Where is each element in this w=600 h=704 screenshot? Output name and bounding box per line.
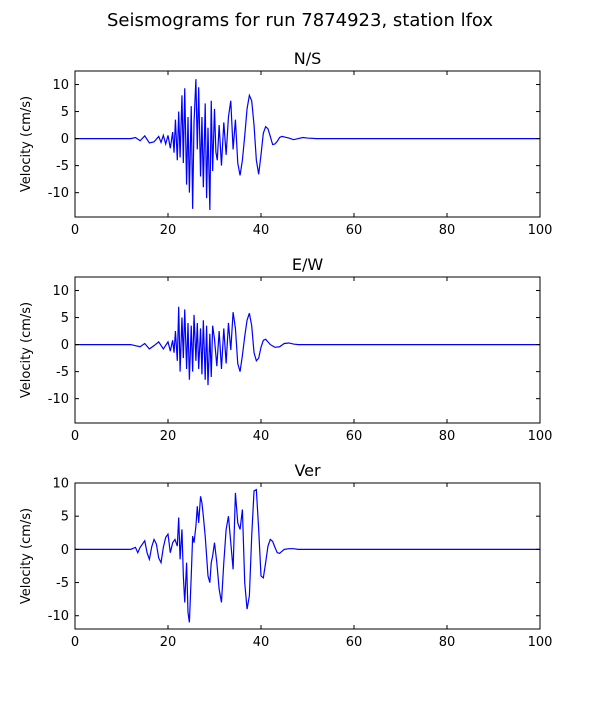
y-tick-label: -5 bbox=[56, 159, 69, 174]
y-tick-label: -10 bbox=[48, 609, 69, 624]
series-line bbox=[75, 488, 540, 623]
y-tick-label: 5 bbox=[61, 311, 69, 326]
x-tick-label: 40 bbox=[253, 429, 270, 444]
x-tick-label: 0 bbox=[71, 429, 79, 444]
x-tick-label: 60 bbox=[346, 223, 363, 238]
y-tick-label: 0 bbox=[61, 132, 69, 147]
y-tick-label: -5 bbox=[56, 576, 69, 591]
plot-frame bbox=[74, 276, 541, 424]
x-tick-label: 20 bbox=[160, 635, 177, 650]
x-tick-label: 20 bbox=[160, 223, 177, 238]
series-line bbox=[75, 79, 540, 210]
x-tick-label: 60 bbox=[346, 635, 363, 650]
subplot-title: Ver bbox=[294, 461, 321, 480]
x-tick-label: 60 bbox=[346, 429, 363, 444]
y-tick-label: 0 bbox=[61, 543, 69, 558]
subplot-2: 0 20 40 60 80 100 -10 -5 0 5 10 E/W Velocity (cm/s) bbox=[19, 255, 552, 444]
y-tick-label: 5 bbox=[61, 105, 69, 120]
plot-frame bbox=[74, 70, 541, 218]
y-axis-label: Velocity (cm/s) bbox=[19, 508, 34, 604]
y-tick-label: -5 bbox=[56, 365, 69, 380]
y-tick-label: -10 bbox=[48, 392, 69, 407]
series-line bbox=[75, 306, 540, 386]
x-tick-label: 100 bbox=[528, 429, 553, 444]
x-tick-label: 100 bbox=[528, 223, 553, 238]
y-tick-label: 10 bbox=[52, 78, 69, 93]
x-tick-label: 0 bbox=[71, 635, 79, 650]
y-tick-label: 10 bbox=[52, 284, 69, 299]
x-tick-label: 40 bbox=[253, 223, 270, 238]
x-tick-label: 0 bbox=[71, 223, 79, 238]
y-tick-label: 0 bbox=[61, 338, 69, 353]
x-tick-label: 80 bbox=[439, 223, 456, 238]
subplot-title: N/S bbox=[294, 49, 322, 68]
subplot-1: 0 20 40 60 80 100 -10 -5 0 5 10 N/S Velocity (cm/s) bbox=[19, 49, 552, 238]
x-tick-label: 80 bbox=[439, 635, 456, 650]
y-tick-label: 10 bbox=[52, 477, 69, 492]
x-tick-label: 20 bbox=[160, 429, 177, 444]
x-tick-label: 80 bbox=[439, 429, 456, 444]
y-axis-label: Velocity (cm/s) bbox=[19, 96, 34, 192]
x-tick-label: 40 bbox=[253, 635, 270, 650]
y-axis-label: Velocity (cm/s) bbox=[19, 302, 34, 398]
figure-title: Seismograms for run 7874923, station lfo… bbox=[106, 10, 494, 31]
y-tick-label: -10 bbox=[48, 186, 69, 201]
subplot-3: 0 20 40 60 80 100 -10 -5 0 5 10 Ver Velocity (cm/s) bbox=[19, 461, 552, 650]
subplot-title: E/W bbox=[292, 255, 324, 274]
x-tick-label: 100 bbox=[528, 635, 553, 650]
plot-frame bbox=[74, 482, 541, 630]
y-tick-label: 5 bbox=[61, 510, 69, 525]
